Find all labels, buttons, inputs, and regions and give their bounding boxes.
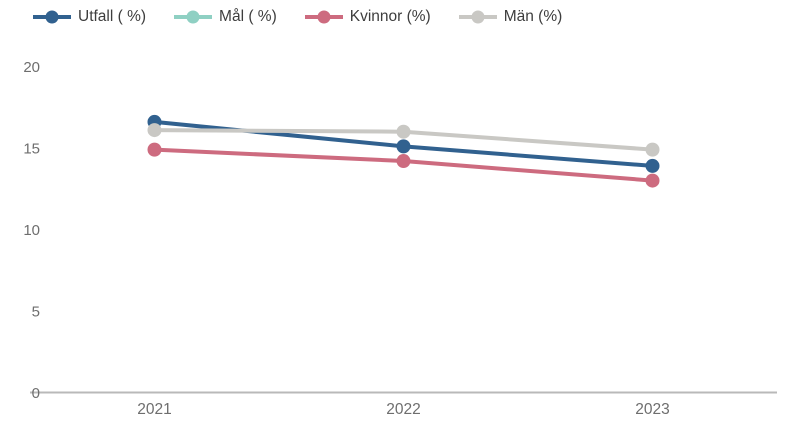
data-point-marker[interactable]: [147, 142, 162, 157]
y-tick-label: 5: [32, 304, 40, 321]
legend-man-line-icon: [458, 10, 497, 24]
legend-label: Utfall ( %): [78, 8, 147, 25]
data-point-marker[interactable]: [645, 142, 660, 157]
legend-item-man[interactable]: Män (%): [458, 6, 563, 28]
series-kvinnor: [147, 142, 660, 188]
data-point-marker[interactable]: [396, 154, 411, 169]
legend-item-mal[interactable]: Mål ( %): [174, 6, 277, 28]
legend-item-kvinnor[interactable]: Kvinnor (%): [304, 6, 431, 28]
legend-kvinnor-line-icon: [304, 10, 343, 24]
data-point-marker[interactable]: [645, 173, 660, 188]
data-point-marker[interactable]: [147, 123, 162, 138]
legend-utfall-line-icon: [33, 10, 71, 24]
chart-legend: Utfall ( %) Mål ( %) Kvinnor (%) Män (%): [33, 6, 562, 28]
data-point-marker[interactable]: [396, 139, 411, 154]
data-point-marker[interactable]: [396, 124, 411, 139]
x-tick-label: 2023: [635, 401, 669, 418]
x-tick-label: 2022: [386, 401, 420, 418]
legend-label: Kvinnor (%): [349, 8, 431, 25]
series-man: [147, 123, 660, 157]
y-tick-label: 15: [23, 141, 40, 158]
x-tick-label: 2021: [137, 401, 171, 418]
legend-item-utfall[interactable]: Utfall ( %): [33, 6, 146, 28]
data-point-marker[interactable]: [645, 158, 660, 173]
y-tick-label: 10: [23, 222, 40, 239]
legend-mal-line-icon: [174, 10, 213, 24]
legend-label: Mål ( %): [219, 8, 277, 25]
y-tick-label: 20: [23, 59, 40, 76]
y-tick-label: 0: [32, 385, 40, 402]
legend-label: Män (%): [503, 8, 563, 25]
